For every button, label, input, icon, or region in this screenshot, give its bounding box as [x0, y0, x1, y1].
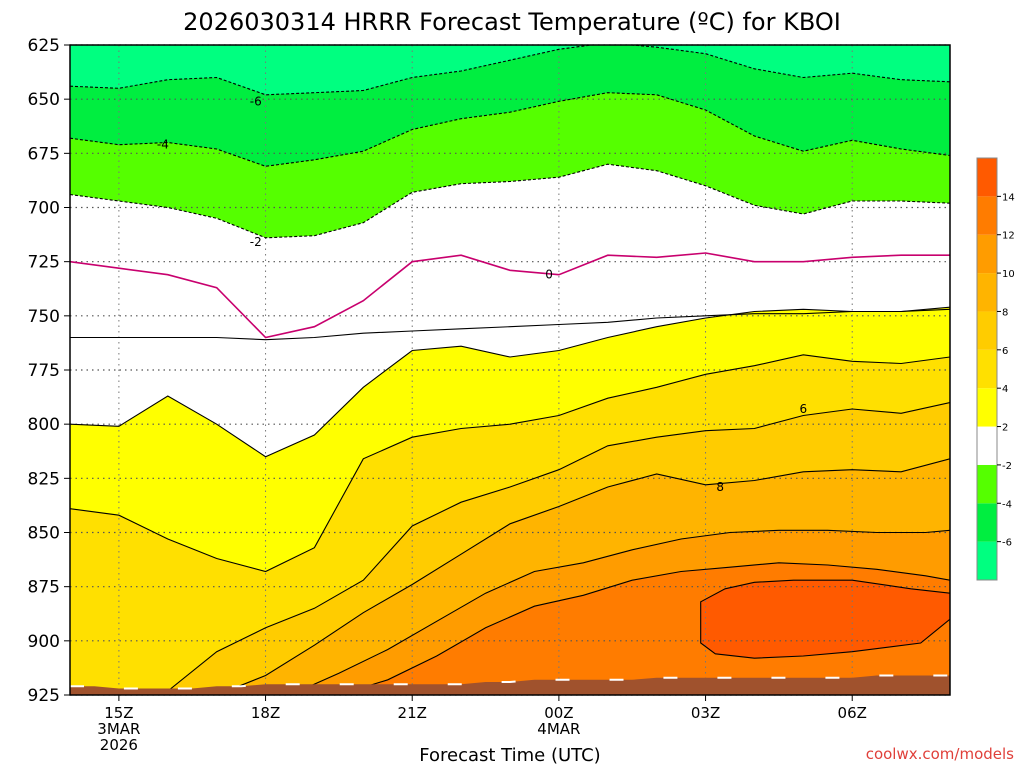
colorbar-tick-label: 8 — [1002, 307, 1008, 318]
colorbar-swatch — [977, 349, 997, 389]
ground-layer — [70, 674, 950, 695]
colorbar-swatch — [977, 311, 997, 350]
colorbar-swatch — [977, 503, 997, 542]
x-tick-label: 00Z — [544, 704, 573, 722]
y-tick-label: 825 — [28, 469, 60, 489]
colorbar-frame — [976, 157, 998, 581]
contour-line — [338, 562, 950, 695]
x-tick-label: 3MAR — [97, 720, 140, 738]
contour-line — [700, 579, 950, 659]
colorbar-tick-label: 10 — [1002, 269, 1015, 280]
plot-area: -6 -4 -2 0 6 8 — [69, 44, 951, 696]
contour-label: 0 — [545, 268, 553, 282]
x-tick-label: 15Z — [104, 704, 133, 722]
x-tick-label: 03Z — [691, 704, 720, 722]
colorbar: 14 12 10 8 6 4 2 -2 -4 -6 — [976, 157, 1015, 581]
colorbar-swatch — [977, 273, 997, 312]
x-tick-label: 2026 — [100, 736, 138, 754]
contour-line — [216, 458, 950, 695]
grid-layer — [70, 44, 950, 696]
colorbar-swatch — [977, 388, 997, 427]
colorbar-tick-label: 2 — [1002, 423, 1008, 434]
x-axis-label: Forecast Time (UTC) — [419, 745, 600, 766]
y-tick-label: 675 — [28, 144, 60, 164]
colorbar-tick-label: 4 — [1002, 384, 1008, 395]
colorbar-swatch — [977, 541, 997, 580]
colorbar-tick-label: -6 — [1002, 538, 1012, 549]
contour-labels-layer: -6 -4 -2 0 6 8 — [157, 94, 807, 494]
x-tick-label: 4MAR — [537, 720, 580, 738]
contour-line — [289, 529, 950, 695]
colorbar-tick-label: 6 — [1002, 346, 1008, 357]
y-tick-label: 875 — [28, 578, 60, 598]
colorbar-tick-label: 12 — [1002, 231, 1015, 242]
y-tick-label: 725 — [28, 253, 60, 273]
y-tick-label: 650 — [28, 90, 60, 110]
y-tick-label: 925 — [28, 686, 60, 706]
colorbar-swatch — [977, 234, 997, 274]
contour-label: 6 — [800, 402, 808, 416]
x-tick-label: 18Z — [251, 704, 280, 722]
y-tick-label: 800 — [28, 415, 60, 435]
contour-line — [70, 308, 950, 341]
x-tick-label: 21Z — [398, 704, 427, 722]
y-tick-label: 750 — [28, 307, 60, 327]
ground-edge — [70, 674, 950, 690]
contour-label: -2 — [250, 235, 262, 249]
contour-line — [70, 354, 950, 573]
contour-line — [70, 306, 950, 458]
contour-label: 8 — [716, 480, 724, 494]
temperature-fill-layer — [70, 45, 950, 695]
colorbar-swatch — [977, 464, 997, 504]
y-tick-label: 625 — [28, 36, 60, 56]
ground-surface — [70, 675, 950, 695]
y-tick-label: 850 — [28, 524, 60, 544]
y-tick-label: 700 — [28, 199, 60, 219]
band-above-14 — [700, 580, 950, 659]
colorbar-tick-label: 14 — [1002, 192, 1015, 203]
contour-line — [162, 401, 950, 695]
colorbar-tick-label: -4 — [1002, 499, 1012, 510]
y-tick-label: 900 — [28, 632, 60, 652]
contour-line — [70, 92, 950, 167]
colorbar-swatch — [977, 426, 997, 465]
x-tick-label: 06Z — [838, 704, 867, 722]
contour-line — [70, 45, 950, 96]
chart-title: 2026030314 HRRR Forecast Temperature (ºC… — [183, 8, 841, 36]
y-axis: 625 650 675 700 725 750 775 800 825 850 875 900 925 — [28, 36, 70, 706]
contour-label: -6 — [250, 94, 262, 108]
colorbar-swatch — [977, 196, 997, 235]
y-tick-label: 775 — [28, 361, 60, 381]
colorbar-tick-label: -2 — [1002, 461, 1012, 472]
colorbar-swatch — [977, 158, 997, 197]
contour-line — [70, 252, 950, 339]
contour-lines-layer — [70, 45, 950, 695]
credit-text: coolwx.com/models — [866, 745, 1014, 763]
contour-line — [70, 163, 950, 239]
contour-label: -4 — [157, 138, 169, 152]
